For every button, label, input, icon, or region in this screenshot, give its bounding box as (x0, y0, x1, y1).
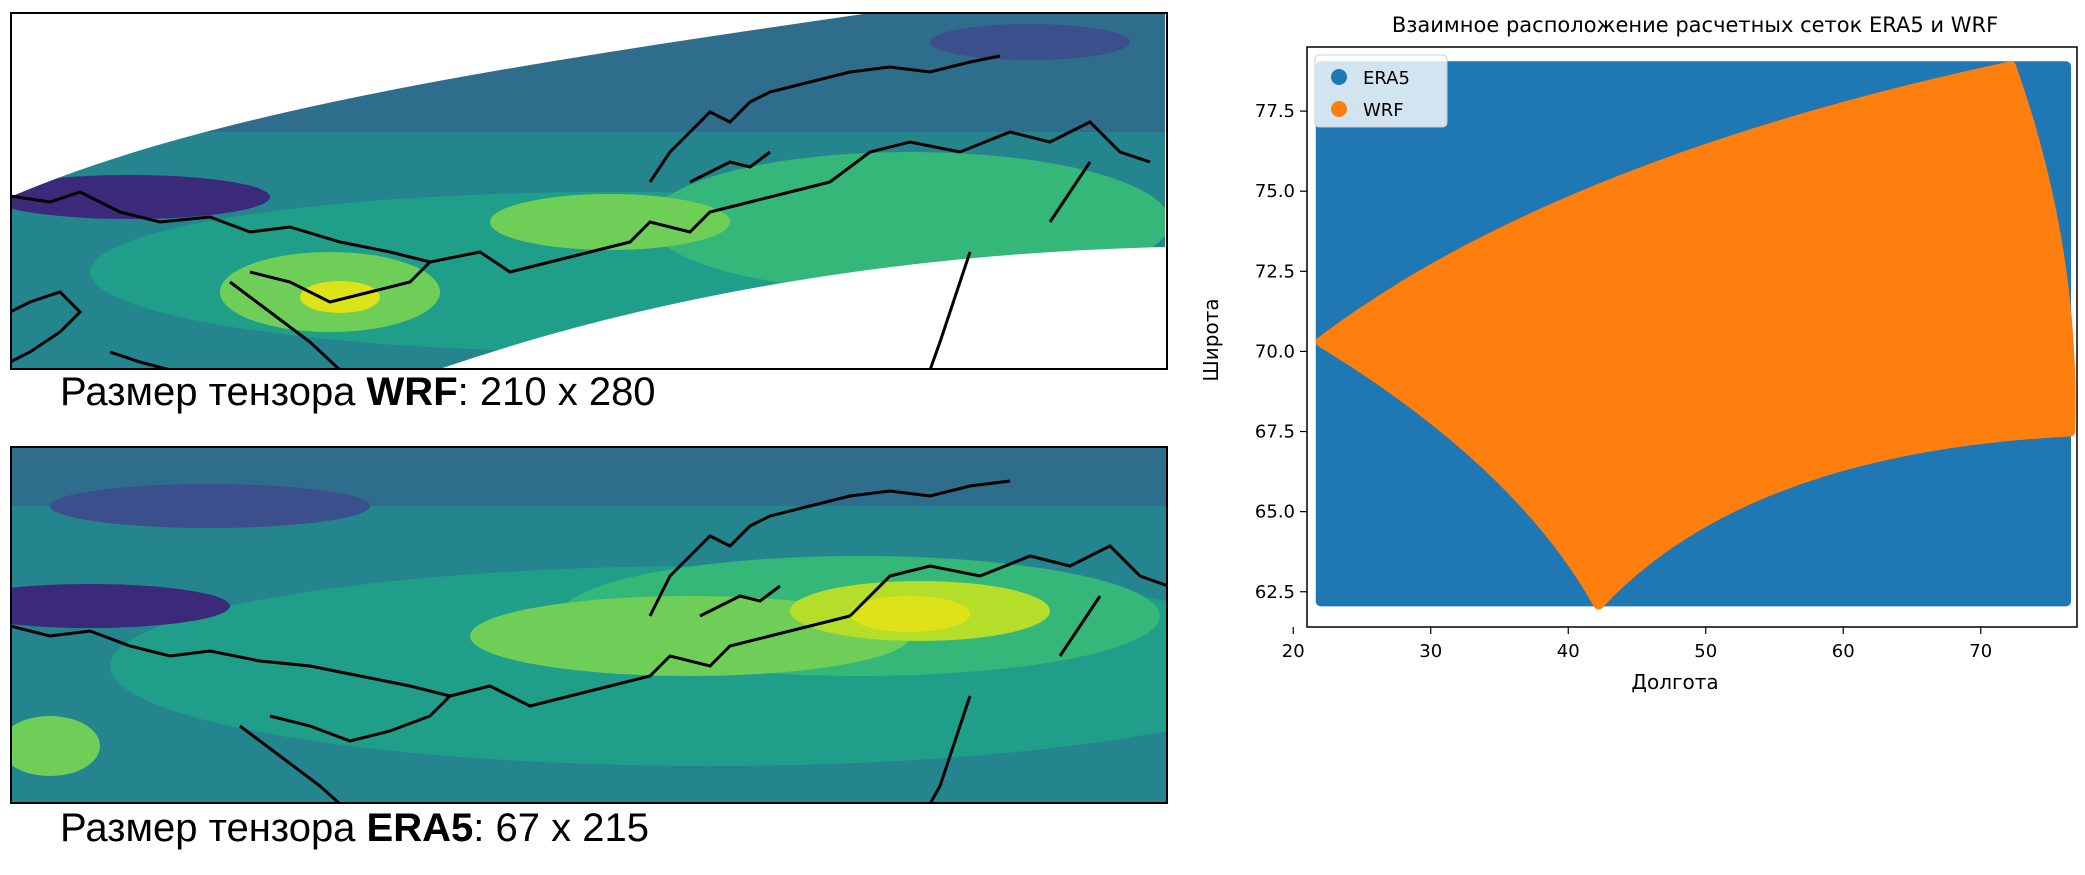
wrf-caption-bold: WRF (366, 370, 458, 414)
y-tick-label: 77.5 (1255, 101, 1295, 122)
y-tick-label: 67.5 (1255, 422, 1295, 443)
y-axis-label: Широта (1199, 298, 1223, 381)
era5-caption-suffix: : 67 x 215 (473, 806, 649, 850)
y-tick-label: 65.0 (1255, 502, 1295, 523)
era5-caption-bold: ERA5 (366, 806, 474, 850)
legend-label: ERA5 (1363, 68, 1410, 89)
x-tick-label: 70 (1969, 641, 1992, 662)
legend: ERA5 WRF (1314, 54, 1448, 128)
wrf-points (1315, 61, 2076, 610)
wrf-map-image (10, 12, 1168, 370)
y-tick-label: 72.5 (1255, 261, 1295, 282)
chart-title: Взаимное расположение расчетных сеток ER… (1392, 13, 1998, 37)
era5-map-panel (10, 446, 1168, 804)
legend-marker (1331, 69, 1347, 85)
legend-marker (1331, 101, 1347, 117)
y-axis-ticks: 62.5 65.0 67.5 70.0 72.5 75.0 77.5 (1255, 101, 1307, 603)
x-axis-label: Долгота (1631, 670, 1718, 694)
wrf-caption: Размер тензора WRF: 210 x 280 (60, 370, 656, 415)
legend-label: WRF (1363, 100, 1404, 121)
x-tick-label: 30 (1419, 641, 1442, 662)
y-tick-label: 62.5 (1255, 582, 1295, 603)
y-tick-label: 75.0 (1255, 181, 1295, 202)
axes-frame (1306, 46, 2078, 628)
era5-map-image (10, 446, 1168, 804)
era5-coastlines (10, 479, 1168, 804)
wrf-coastlines (10, 54, 1151, 370)
legend-box (1314, 54, 1448, 128)
wrf-map-panel (10, 12, 1168, 370)
x-tick-label: 40 (1557, 641, 1580, 662)
x-tick-label: 60 (1832, 641, 1855, 662)
y-tick-label: 70.0 (1255, 341, 1295, 362)
x-tick-label: 20 (1282, 641, 1305, 662)
x-axis-ticks: 20 30 40 50 60 70 (1282, 627, 1992, 662)
plot-area (1306, 46, 2078, 628)
grid-comparison-chart: Взаимное расположение расчетных сеток ER… (1199, 13, 2078, 694)
x-tick-label: 50 (1694, 641, 1717, 662)
era5-caption-prefix: Размер тензора (60, 806, 367, 850)
era5-caption: Размер тензора ERA5: 67 x 215 (60, 806, 649, 851)
wrf-caption-prefix: Размер тензора (60, 370, 367, 414)
wrf-caption-suffix: : 210 x 280 (457, 370, 656, 414)
